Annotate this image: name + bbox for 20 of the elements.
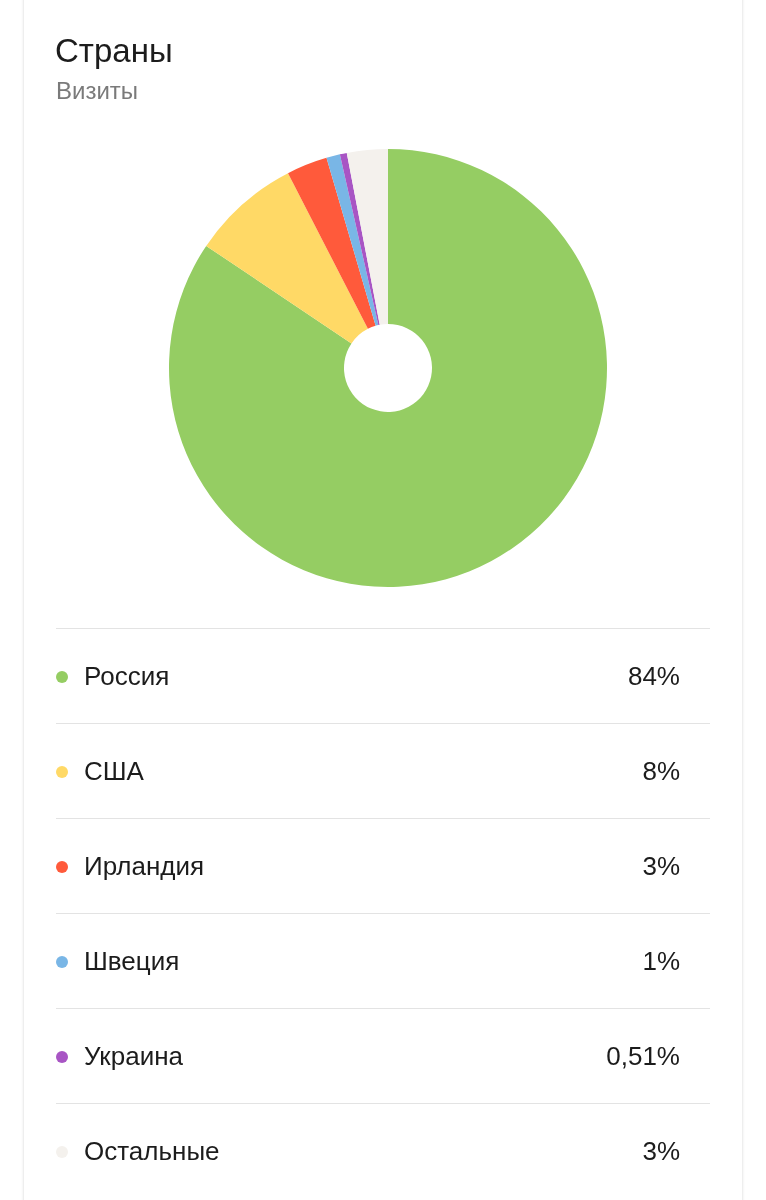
data-label: 3% xyxy=(642,1136,680,1166)
legend-label: США xyxy=(84,756,144,786)
legend-label: Ирландия xyxy=(84,851,205,881)
legend-label: Украина xyxy=(84,1041,183,1071)
donut-slice xyxy=(346,149,388,325)
legend-label: Остальные xyxy=(84,1136,220,1166)
donut-slice xyxy=(206,173,368,344)
data-label: 8% xyxy=(642,756,680,786)
data-label: 84% xyxy=(627,661,680,691)
data-label: 0,51% xyxy=(606,1041,680,1071)
data-label: 3% xyxy=(642,851,680,881)
donut-slice xyxy=(339,152,380,326)
donut-slice xyxy=(169,149,607,587)
chart-title: Страны xyxy=(55,32,173,69)
donut-slice xyxy=(326,154,379,326)
donut-slice xyxy=(288,157,376,329)
chart-subtitle: Визиты xyxy=(56,77,139,104)
legend-label: Россия xyxy=(84,661,170,691)
data-label: 1% xyxy=(642,946,680,976)
legend-label: Швеция xyxy=(84,946,180,976)
